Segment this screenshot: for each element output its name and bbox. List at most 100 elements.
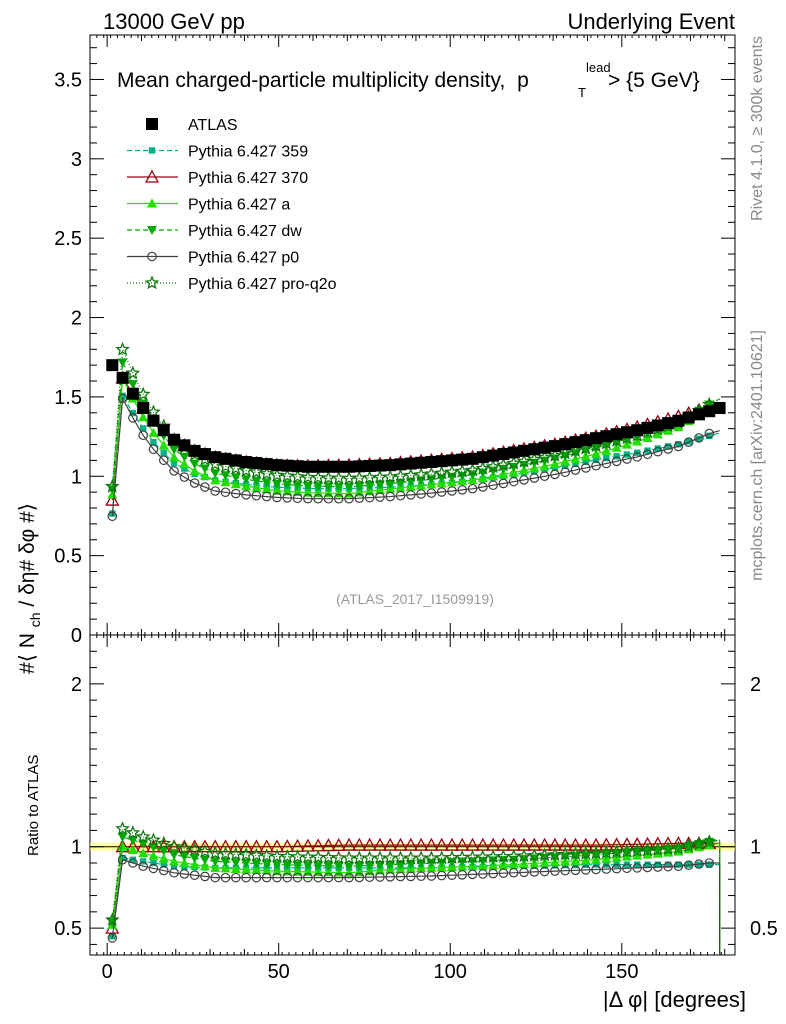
ratio-point-pythia-6-427-370 <box>588 837 604 851</box>
data-point-pythia-6-427-p0 <box>632 452 643 462</box>
data-point-pythia-6-427-dw <box>189 459 200 469</box>
ratio-point-pythia-6-427-p0 <box>529 867 540 877</box>
ratio-point-pythia-6-427-p0 <box>663 861 673 872</box>
data-point-pythia-6-427-359 <box>613 453 620 460</box>
ratio-point-pythia-6-427-359 <box>706 861 713 868</box>
ratio-point-pythia-6-427-370 <box>249 839 264 853</box>
legend-label-pythia-6-427-359: Pythia 6.427 359 <box>188 144 308 161</box>
data-point-pythia-6-427-pro-q2o <box>341 470 357 485</box>
data-point-atlas <box>456 453 469 466</box>
chart-title-pt-sub: T <box>578 85 586 100</box>
ratio-point-pythia-6-427-359 <box>582 861 589 869</box>
data-point-pythia-6-427-p0 <box>138 430 148 441</box>
data-point-pythia-6-427-a <box>210 475 221 485</box>
ratio-point-pythia-6-427-dw <box>271 860 282 870</box>
ratio-point-pythia-6-427-dw <box>313 861 324 871</box>
data-point-atlas <box>641 421 654 434</box>
data-point-atlas <box>404 457 417 470</box>
ratio-point-pythia-6-427-359 <box>139 858 147 865</box>
ratio-point-pythia-6-427-p0 <box>323 872 334 883</box>
ratio-point-pythia-6-427-370 <box>331 837 346 851</box>
chart-title-rest: > {5 GeV} <box>608 69 700 92</box>
chart-title-pt: p <box>517 69 529 92</box>
data-point-pythia-6-427-p0 <box>231 488 241 499</box>
ratio-point-pythia-6-427-dw <box>148 843 159 853</box>
ratio-point-pythia-6-427-pro-q2o <box>104 912 120 927</box>
ratio-point-pythia-6-427-a <box>138 848 149 858</box>
ratio-point-pythia-6-427-359 <box>644 861 651 868</box>
ratio-point-pythia-6-427-p0 <box>591 864 601 875</box>
data-point-pythia-6-427-359 <box>675 441 682 448</box>
data-point-atlas <box>229 454 242 467</box>
data-point-pythia-6-427-pro-q2o <box>485 459 501 474</box>
ratio-point-pythia-6-427-pro-q2o <box>125 825 141 840</box>
data-point-pythia-6-427-pro-q2o <box>578 440 594 455</box>
data-point-pythia-6-427-p0 <box>560 467 570 478</box>
ratio-point-pythia-6-427-p0 <box>117 854 128 865</box>
data-point-pythia-6-427-pro-q2o <box>526 451 542 466</box>
data-point-pythia-6-427-a <box>560 456 571 466</box>
main-plot-frame <box>89 34 736 636</box>
ratio-point-pythia-6-427-p0 <box>107 933 118 943</box>
y-tick-label: 2.5 <box>54 228 82 250</box>
ratio-point-pythia-6-427-p0 <box>683 860 694 870</box>
ratio-point-pythia-6-427-a <box>199 861 210 871</box>
ratio-point-pythia-6-427-dw <box>374 861 385 871</box>
ratio-point-pythia-6-427-p0 <box>179 869 190 879</box>
ratio-point-pythia-6-427-p0 <box>189 870 200 881</box>
data-point-pythia-6-427-pro-q2o <box>351 470 367 485</box>
data-point-pythia-6-427-dw <box>169 445 180 455</box>
ratio-point-pythia-6-427-dw <box>251 859 262 869</box>
ratio-point-pythia-6-427-359 <box>664 861 672 868</box>
data-point-pythia-6-427-pro-q2o <box>393 468 408 483</box>
data-point-pythia-6-427-p0 <box>457 485 468 495</box>
data-point-pythia-6-427-p0 <box>333 493 344 504</box>
ratio-point-pythia-6-427-p0 <box>447 870 457 881</box>
ratio-point-pythia-6-427-370 <box>599 837 614 851</box>
data-point-atlas <box>147 414 160 427</box>
ratio-point-pythia-6-427-359 <box>129 856 137 863</box>
data-point-pythia-6-427-p0 <box>158 455 169 466</box>
ratio-point-pythia-6-427-a <box>271 866 282 876</box>
data-point-pythia-6-427-p0 <box>354 493 365 503</box>
data-point-atlas <box>631 424 644 437</box>
ratio-tick-label: 0.5 <box>54 918 82 940</box>
ratio-point-pythia-6-427-dw <box>179 852 190 862</box>
ratio-point-pythia-6-427-359 <box>150 859 157 867</box>
data-point-pythia-6-427-a <box>271 485 282 495</box>
data-point-atlas <box>281 459 294 472</box>
data-point-atlas <box>662 417 675 430</box>
ratio-point-pythia-6-427-dw <box>323 861 334 871</box>
legend-marker-pythia-6-427-370 <box>144 169 160 183</box>
data-point-atlas <box>507 446 520 459</box>
ratio-point-pythia-6-427-pro-q2o <box>321 849 336 864</box>
data-point-pythia-6-427-a <box>169 452 180 462</box>
ratio-point-pythia-6-427-pro-q2o <box>135 829 151 844</box>
data-point-pythia-6-427-a <box>230 479 241 489</box>
legend-label-pythia-6-427-dw: Pythia 6.427 dw <box>188 223 302 240</box>
data-point-pythia-6-427-dw <box>199 464 210 474</box>
ratio-point-pythia-6-427-a <box>210 862 221 872</box>
y-axis-label-rest: / δη# δφ #⟩ <box>16 503 39 607</box>
x-tick-label: 150 <box>605 961 638 983</box>
ratio-point-pythia-6-427-pro-q2o <box>207 845 223 860</box>
ratio-point-pythia-6-427-a <box>189 859 200 869</box>
data-point-pythia-6-427-p0 <box>591 460 601 471</box>
data-point-pythia-6-427-dw <box>220 471 231 481</box>
data-point-pythia-6-427-pro-q2o <box>104 478 120 493</box>
x-axis-label: |Δ φ| [degrees] <box>603 987 746 1012</box>
ratio-point-pythia-6-427-a <box>364 866 375 876</box>
ratio-line-pythia-6-427-p0 <box>111 858 721 955</box>
ratio-tick-label-right: 1 <box>750 837 761 859</box>
data-point-atlas <box>476 451 489 464</box>
ratio-point-pythia-6-427-dw <box>632 847 643 857</box>
header-right: Underlying Event <box>567 9 735 34</box>
ratio-point-pythia-6-427-p0 <box>539 866 550 877</box>
ratio-point-pythia-6-427-370 <box>372 837 388 851</box>
data-point-atlas <box>106 359 119 372</box>
chart-title-text: Mean charged-particle multiplicity densi… <box>117 69 505 92</box>
ratio-point-pythia-6-427-dw <box>652 845 663 855</box>
data-point-pythia-6-427-a <box>199 470 210 480</box>
data-point-atlas <box>137 402 150 415</box>
ratio-point-pythia-6-427-a <box>220 863 231 873</box>
